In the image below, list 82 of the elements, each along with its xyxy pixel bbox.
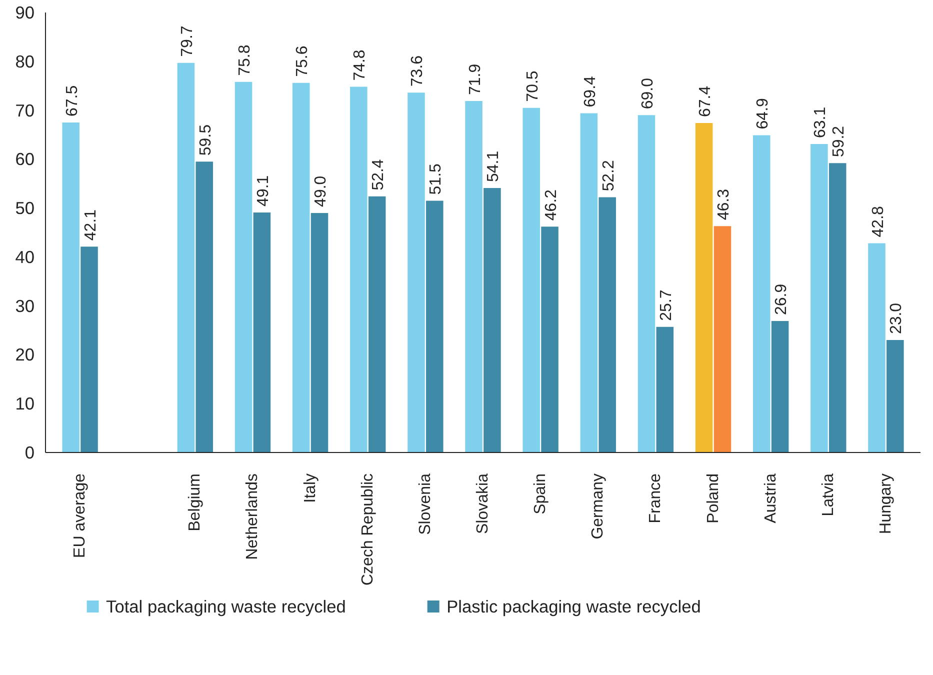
x-tick-label: Netherlands — [244, 473, 262, 560]
bar — [771, 320, 789, 452]
data-label: 70.5 — [524, 70, 542, 102]
y-tick-label: 10 — [15, 394, 35, 414]
y-tick-label: 50 — [15, 198, 35, 218]
bar — [408, 92, 425, 452]
bar — [656, 326, 674, 452]
x-tick-label: Latvia — [820, 473, 837, 516]
data-label: 73.6 — [409, 55, 426, 87]
bar — [598, 197, 616, 452]
y-tick-label: 90 — [15, 2, 35, 22]
y-tick-label: 40 — [15, 246, 35, 267]
x-tick-label: France — [647, 473, 664, 524]
bar — [828, 163, 846, 452]
x-tick-label: Czech Republic — [359, 473, 376, 586]
y-tick-label: 70 — [15, 100, 35, 120]
bar — [310, 212, 328, 452]
data-label: 49.0 — [312, 176, 330, 207]
bar — [484, 188, 501, 452]
bar — [350, 86, 368, 452]
data-label: 49.1 — [254, 175, 272, 206]
x-tick-label: EU average — [72, 473, 89, 558]
bar — [177, 62, 195, 452]
bar — [253, 212, 271, 452]
data-label: 75.8 — [236, 44, 254, 76]
data-label: 67.5 — [64, 85, 81, 116]
bar — [810, 144, 828, 452]
bar — [580, 113, 598, 452]
data-label: 71.9 — [466, 64, 484, 95]
data-label: 52.4 — [370, 159, 388, 190]
bar — [292, 82, 310, 452]
data-label: 26.9 — [773, 284, 790, 315]
bar — [752, 135, 770, 452]
data-label: 23.0 — [888, 302, 906, 334]
data-label: 42.1 — [82, 209, 100, 241]
x-tick-label: Slovakia — [474, 473, 492, 534]
y-tick-label: 80 — [15, 51, 35, 72]
data-label: 52.2 — [600, 160, 618, 192]
data-label: 75.6 — [294, 46, 312, 77]
x-tick-label: Germany — [590, 474, 607, 540]
data-label: 46.2 — [542, 189, 560, 221]
bar — [196, 162, 214, 452]
bar — [80, 246, 98, 452]
legend-label: Plastic packaging waste recycled — [446, 596, 701, 616]
bar — [868, 243, 886, 452]
x-tick-label: Spain — [532, 474, 550, 514]
x-tick-label: Slovenia — [416, 473, 434, 535]
x-tick-label: Austria — [762, 473, 780, 524]
y-tick-label: 30 — [15, 296, 35, 316]
x-tick-label: Hungary — [877, 473, 894, 534]
data-label: 69.0 — [639, 78, 656, 110]
data-label: 79.7 — [178, 26, 196, 57]
data-label: 59.5 — [197, 124, 214, 156]
data-label: 64.9 — [754, 98, 772, 130]
y-tick-label: 20 — [15, 344, 35, 365]
bar — [714, 226, 732, 452]
data-label: 74.8 — [352, 50, 369, 81]
data-label: 59.2 — [830, 126, 848, 158]
bar — [426, 200, 444, 452]
data-label: 63.1 — [812, 106, 830, 138]
bar — [234, 82, 252, 452]
legend-label: Total packaging waste recycled — [106, 596, 346, 616]
data-label: 69.4 — [582, 76, 599, 108]
data-label: 54.1 — [485, 150, 502, 182]
data-label: 67.4 — [697, 86, 714, 117]
data-label: 42.8 — [870, 206, 887, 238]
bar — [62, 122, 80, 452]
data-label: 46.3 — [715, 188, 732, 220]
bar — [522, 108, 540, 452]
bar — [695, 122, 713, 452]
bar — [368, 196, 386, 452]
x-tick-label: Belgium — [186, 473, 204, 532]
bar — [541, 226, 558, 452]
data-label: 25.7 — [658, 290, 675, 321]
bar — [886, 340, 904, 452]
x-tick-label: Italy — [302, 474, 319, 503]
data-label: 51.5 — [428, 163, 445, 195]
y-tick-label: 60 — [15, 149, 35, 170]
bar — [465, 100, 482, 452]
y-tick-label: 0 — [24, 442, 35, 462]
bar — [638, 115, 656, 452]
x-tick-label: Poland — [704, 473, 722, 524]
